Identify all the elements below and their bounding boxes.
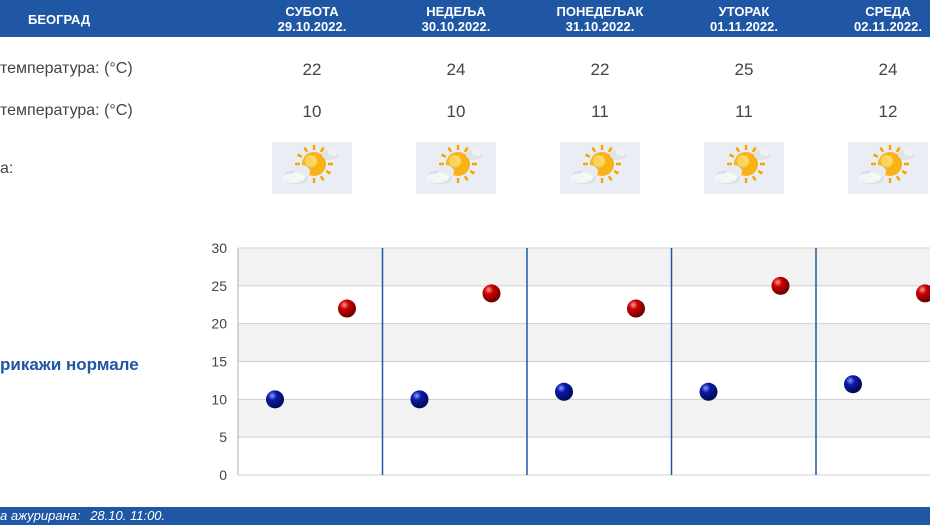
weather-icon-box	[272, 142, 352, 194]
max-temp-point	[482, 284, 501, 303]
min-temp-value: 10	[446, 102, 466, 121]
day-name: СУБОТА	[285, 4, 339, 19]
show-normals-toggle[interactable]: рикажи нормале	[0, 355, 139, 374]
day-date: 02.11.2022.	[854, 19, 922, 34]
max-temp-point	[771, 276, 790, 295]
updated-label: а ажурирана:	[0, 508, 81, 523]
day-column-2: НЕДЕЉА 30.10.2022.	[386, 4, 526, 34]
y-tick-label: 30	[211, 240, 227, 256]
partly-cloudy-sun-icon	[571, 145, 626, 184]
y-tick-label: 15	[211, 354, 227, 370]
day-column-5: СРЕДА 02.11.2022.	[818, 4, 930, 34]
min-temp-point	[410, 390, 429, 409]
max-temp-value: 22	[302, 60, 322, 79]
weather-label: а:	[0, 160, 14, 177]
footer-bar: а ажурирана: 28.10. 11:00.	[0, 507, 930, 525]
weather-icon-box	[560, 142, 640, 194]
day-name: СРЕДА	[865, 4, 911, 19]
min-temp-point	[699, 382, 718, 401]
day-date: 29.10.2022.	[277, 19, 347, 34]
small-cloud-icon	[466, 148, 482, 160]
y-tick-label: 5	[219, 429, 227, 445]
min-temp-point	[266, 390, 284, 409]
updated-value: 28.10. 11:00.	[90, 508, 166, 523]
day-name: УТОРАК	[718, 4, 770, 19]
cloud-icon	[715, 165, 742, 184]
min-temp-point	[555, 382, 573, 401]
min-temp-value: 11	[735, 102, 753, 121]
city-name: БЕОГРАД	[28, 12, 91, 27]
day-date: 31.10.2022.	[565, 19, 635, 34]
day-date: 30.10.2022.	[421, 19, 491, 34]
min-temp-value: 10	[302, 102, 322, 121]
cloud-icon	[283, 165, 310, 184]
min-temp-value: 11	[591, 102, 609, 121]
day-name: ПОНЕДЕЉАК	[556, 4, 644, 19]
small-cloud-icon	[610, 148, 626, 160]
cloud-icon	[859, 165, 886, 184]
small-cloud-icon	[322, 148, 338, 160]
weather-icon-box	[416, 142, 496, 194]
max-temp-point	[627, 299, 645, 318]
max-temp-value: 24	[878, 60, 898, 79]
grid-band	[238, 323, 930, 362]
day-name: НЕДЕЉА	[426, 4, 486, 19]
day-column-3: ПОНЕДЕЉАК 31.10.2022.	[530, 4, 670, 34]
forecast-header: БЕОГРАД СУБОТА 29.10.2022. НЕДЕЉА 30.10.…	[0, 0, 930, 37]
y-tick-label: 0	[219, 467, 227, 483]
temperature-chart: 0 5 10 15 20 25 30	[211, 240, 930, 483]
y-tick-label: 20	[211, 316, 227, 332]
min-temp-point	[844, 375, 862, 394]
max-temp-point	[916, 284, 930, 303]
max-temp-value: 24	[446, 60, 466, 79]
partly-cloudy-sun-icon	[715, 145, 770, 184]
grid-band	[238, 361, 930, 400]
partly-cloudy-sun-icon	[427, 145, 482, 184]
max-temp-value: 25	[734, 60, 754, 79]
day-column-4: УТОРАК 01.11.2022.	[674, 4, 814, 34]
min-temp-value: 12	[878, 102, 898, 121]
small-cloud-icon	[898, 148, 914, 160]
cloud-icon	[571, 165, 598, 184]
min-temp-label: температура: (°C)	[0, 102, 133, 119]
cloud-icon	[427, 165, 454, 184]
small-cloud-icon	[754, 148, 770, 160]
max-temp-value: 22	[590, 60, 610, 79]
weather-icon-box	[848, 142, 928, 194]
partly-cloudy-sun-icon	[283, 145, 338, 184]
grid-band	[238, 248, 930, 286]
day-column-1: СУБОТА 29.10.2022.	[242, 4, 382, 34]
day-date: 01.11.2022.	[710, 19, 778, 34]
max-temp-label: температура: (°C)	[0, 60, 133, 77]
partly-cloudy-sun-icon	[859, 145, 914, 184]
grid-band	[238, 399, 930, 438]
y-tick-label: 10	[211, 391, 227, 407]
y-tick-label: 25	[211, 278, 227, 294]
weather-icon-box	[704, 142, 784, 194]
max-temp-point	[338, 299, 356, 318]
grid-band	[238, 437, 930, 475]
